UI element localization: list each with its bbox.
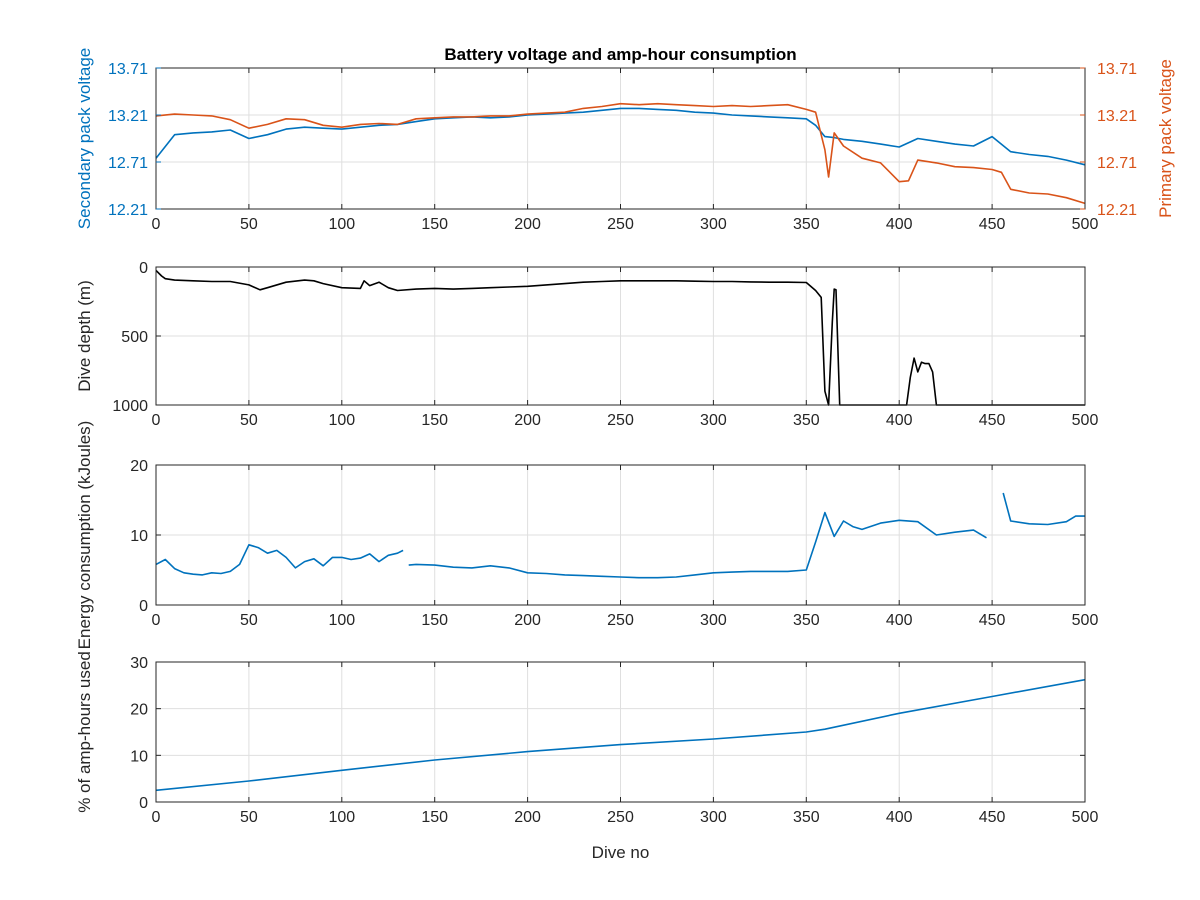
y-tick-label: 20	[130, 702, 148, 719]
series-line	[155, 678, 1086, 792]
y2-tick-label: 12.71	[1097, 155, 1137, 172]
x-tick-label: 100	[328, 612, 355, 629]
y-tick-label: 0	[139, 598, 148, 615]
x-tick-label: 250	[607, 612, 634, 629]
y2-axis-label: Primary pack voltage	[1156, 59, 1175, 218]
x-tick-label: 0	[152, 216, 161, 233]
x-tick-label: 0	[152, 412, 161, 429]
energy-subplot: 0 50 100 150 200 250 300 350 400 450 500 0 10 20 Energ…	[75, 421, 1098, 650]
x-tick-label: 0	[152, 612, 161, 629]
y-tick-label: 0	[139, 795, 148, 812]
x-tick-label: 350	[793, 809, 820, 826]
x-tick-label: 100	[328, 809, 355, 826]
y2-tick-label: 12.21	[1097, 202, 1137, 219]
primary-voltage-line	[155, 102, 1086, 205]
x-tick-label: 350	[793, 216, 820, 233]
x-tick-label: 250	[607, 216, 634, 233]
x-tick-label: 350	[793, 612, 820, 629]
x-tick-label: 50	[240, 612, 258, 629]
x-tick-label: 500	[1072, 612, 1099, 629]
y-axis-label: % of amp-hours used	[75, 651, 94, 813]
x-tick-label: 50	[240, 412, 258, 429]
series-line	[155, 269, 1085, 406]
x-tick-label: 250	[607, 809, 634, 826]
x-tick-label: 100	[328, 216, 355, 233]
x-tick-label: 200	[514, 809, 541, 826]
x-tick-label: 50	[240, 216, 258, 233]
y-tick-label: 13.71	[108, 61, 148, 78]
y2-tick-label: 13.21	[1097, 108, 1137, 125]
x-tick-label: 450	[979, 216, 1006, 233]
y-tick-label: 30	[130, 655, 148, 672]
x-tick-label: 250	[607, 412, 634, 429]
chart-title: Battery voltage and amp-hour consumption	[444, 45, 796, 64]
x-tick-label: 150	[421, 612, 448, 629]
series-line	[408, 511, 987, 579]
voltage-subplot: 0 50 100 150 200 250 300 350 400 450 50012.2112.71…	[75, 45, 1175, 233]
y-axis-label: Dive depth (m)	[75, 280, 94, 391]
y-tick-label: 13.21	[108, 108, 148, 125]
x-tick-label: 50	[240, 809, 258, 826]
y2-tick-label: 13.71	[1097, 61, 1137, 78]
x-tick-label: 0	[152, 809, 161, 826]
x-axis-label: Dive no	[592, 843, 650, 862]
amp-hours-subplot: 0 50 100 150 200 250 300 350 400 450 500 0 10 20 30 % o…	[75, 651, 1098, 862]
y-tick-label: 10	[130, 748, 148, 765]
series-line	[1002, 492, 1085, 526]
x-tick-label: 300	[700, 612, 727, 629]
y-axis-label: Energy consumption (kJoules)	[75, 421, 94, 650]
y-tick-label: 12.21	[108, 202, 148, 219]
y-tick-label: 12.71	[108, 155, 148, 172]
y-tick-label: 10	[130, 528, 148, 545]
x-tick-label: 300	[700, 216, 727, 233]
x-tick-label: 200	[514, 612, 541, 629]
x-tick-label: 100	[328, 412, 355, 429]
y-tick-label: 20	[130, 458, 148, 475]
x-tick-label: 450	[979, 612, 1006, 629]
x-tick-label: 150	[421, 809, 448, 826]
x-tick-label: 450	[979, 412, 1006, 429]
depth-subplot: 0 50 100 150 200 250 300 350 400 450 500 0 500 1000 Di…	[75, 260, 1098, 429]
x-tick-label: 300	[700, 412, 727, 429]
x-tick-label: 400	[886, 412, 913, 429]
y-axis-label: Secondary pack voltage	[75, 48, 94, 229]
y-tick-label: 0	[139, 260, 148, 277]
x-tick-label: 150	[421, 216, 448, 233]
x-tick-label: 500	[1072, 412, 1099, 429]
x-tick-label: 400	[886, 216, 913, 233]
x-tick-label: 150	[421, 412, 448, 429]
x-tick-label: 300	[700, 809, 727, 826]
x-tick-label: 500	[1072, 809, 1099, 826]
x-tick-label: 350	[793, 412, 820, 429]
x-tick-label: 400	[886, 612, 913, 629]
x-tick-label: 400	[886, 809, 913, 826]
series-line	[155, 543, 404, 576]
secondary-voltage-line	[155, 107, 1086, 166]
x-tick-label: 200	[514, 412, 541, 429]
x-tick-label: 450	[979, 809, 1006, 826]
y-tick-label: 500	[121, 329, 148, 346]
y-tick-label: 1000	[112, 398, 148, 415]
x-tick-label: 200	[514, 216, 541, 233]
x-tick-label: 500	[1072, 216, 1099, 233]
